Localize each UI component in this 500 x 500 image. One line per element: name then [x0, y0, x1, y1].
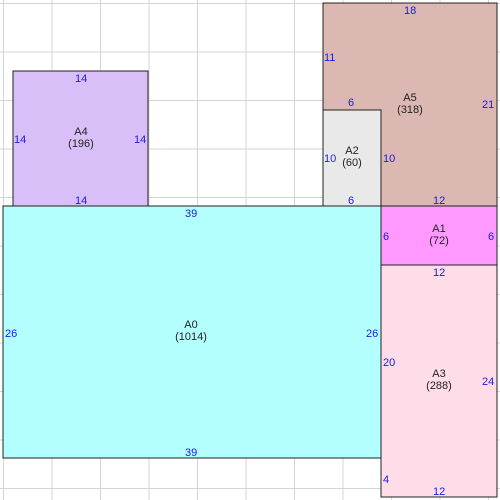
rect-a3: A3 (288) 12 12 20 4 24	[380, 264, 498, 498]
rect-a5-top-dim: 18	[404, 5, 416, 17]
rect-a0-right-dim: 26	[366, 328, 378, 340]
rect-a2: A2 (60) 6 10 10	[322, 109, 395, 207]
rect-a1-left-dim: 6	[383, 231, 389, 243]
rect-a4-bottom-dim: 14	[75, 195, 87, 207]
rect-a2-right-dim: 10	[383, 153, 395, 165]
rect-a2-shape	[322, 109, 382, 207]
rect-a0-left-dim: 26	[5, 328, 17, 340]
rect-a4-right-dim: 14	[134, 134, 146, 146]
rect-a0-top-dim: 39	[185, 208, 197, 220]
rect-a0-shape	[2, 205, 382, 459]
rect-a1-shape	[380, 205, 498, 266]
rect-a5-left-dim: 11	[324, 52, 335, 64]
rect-a3-left-dim: 20	[383, 357, 395, 369]
rect-a3-area: (288)	[426, 380, 452, 392]
rect-a3-left-dim-2: 4	[383, 474, 389, 486]
rect-a5-right-dim: 21	[482, 99, 494, 111]
rect-a3-right-dim: 24	[482, 376, 494, 388]
rect-a4-area: (196)	[68, 138, 94, 150]
rect-a3-id: A3	[432, 368, 445, 380]
rect-a1: A1 (72) 6 6	[380, 205, 498, 266]
rect-a2-left-dim: 10	[324, 153, 336, 165]
rect-a5-left-dim-2: 6	[348, 97, 354, 109]
rect-a5-area: (318)	[397, 104, 423, 116]
rect-a1-id: A1	[432, 223, 445, 235]
rect-a0: A0 (1014) 39 39 26 26	[2, 205, 382, 459]
rect-a5-id: A5	[403, 92, 416, 104]
rect-a2-area: (60)	[342, 157, 362, 169]
rect-a3-shape	[380, 264, 498, 498]
rect-a4-left-dim: 14	[14, 134, 26, 146]
rect-a4-top-dim: 14	[75, 73, 87, 85]
rect-a0-bottom-dim: 39	[185, 447, 197, 459]
rect-a4-id: A4	[74, 126, 87, 138]
rect-a3-top-dim: 12	[433, 267, 445, 279]
rect-a0-id: A0	[184, 319, 197, 331]
rect-a3-bottom-dim: 12	[433, 486, 445, 498]
rect-a2-id: A2	[345, 145, 358, 157]
rect-a4: A4 (196) 14 14 14 14	[12, 70, 149, 207]
rect-a2-bottom-dim: 6	[348, 195, 354, 207]
rect-a1-area: (72)	[429, 235, 449, 247]
rect-a5-bottom-dim: 12	[433, 195, 445, 207]
rect-a0-area: (1014)	[175, 331, 207, 343]
rect-a1-right-dim: 6	[488, 231, 494, 243]
